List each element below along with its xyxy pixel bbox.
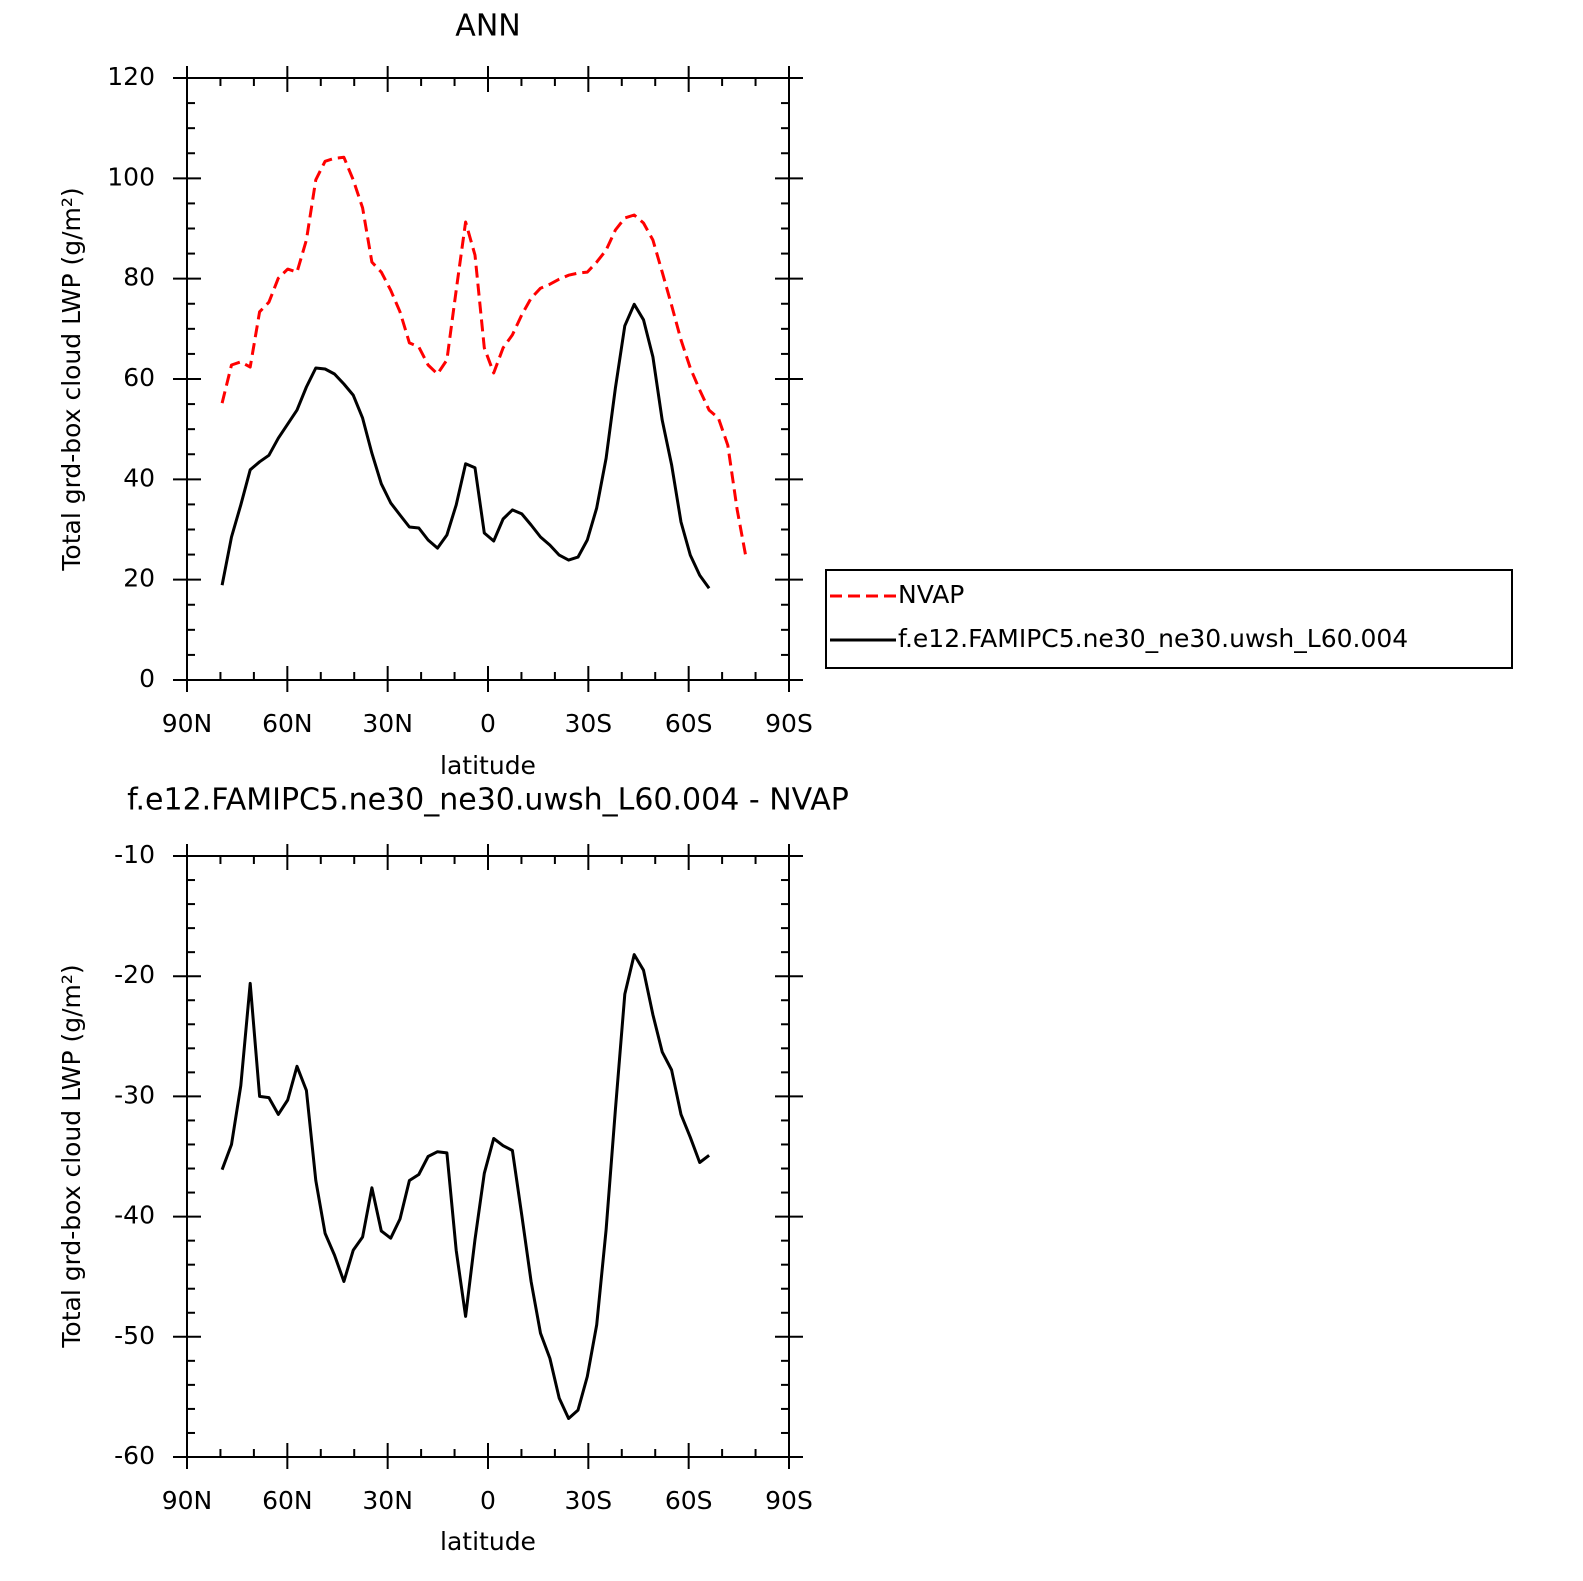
y-tick-label: 80 [123,263,155,292]
x-tick-label: 60S [665,1486,713,1515]
x-tick-label: 60N [262,1486,313,1515]
x-tick-label: 30S [564,1486,612,1515]
x-tick-label: 90S [765,1486,813,1515]
x-tick-label: 0 [480,709,496,738]
y-tick-label: 0 [139,664,155,693]
y-tick-label: -10 [114,840,155,869]
y-axis-label: Total grd-box cloud LWP (g/m²) [57,187,86,571]
y-axis-label: Total grd-box cloud LWP (g/m²) [57,964,86,1348]
x-tick-label: 60S [665,709,713,738]
y-tick-label: 100 [107,162,155,191]
y-tick-label: 60 [123,363,155,392]
y-tick-label: -30 [114,1080,155,1109]
x-tick-label: 0 [480,1486,496,1515]
x-tick-label: 60N [262,709,313,738]
y-tick-label: 120 [107,62,155,91]
data-line [220,953,711,1420]
legend-label: NVAP [898,580,964,609]
y-tick-label: -60 [114,1441,155,1470]
legend-box [825,569,1513,669]
chart-title: ANN [455,9,520,44]
y-tick-label: 20 [123,564,155,593]
x-tick-label: 90N [162,1486,213,1515]
y-tick-label: -50 [114,1321,155,1350]
x-tick-label: 30N [362,709,413,738]
y-tick-label: -40 [114,1201,155,1230]
x-tick-label: 30S [564,709,612,738]
plot-frame [186,77,790,681]
y-tick-label: -20 [114,960,155,989]
x-axis-label: latitude [440,751,536,780]
legend-label: f.e12.FAMIPC5.ne30_ne30.uwsh_L60.004 [898,624,1408,653]
x-tick-label: 90S [765,709,813,738]
data-line [220,155,748,561]
x-tick-label: 90N [162,709,213,738]
x-axis-label: latitude [440,1527,536,1556]
x-tick-label: 30N [362,1486,413,1515]
y-tick-label: 40 [123,463,155,492]
data-line [220,302,711,590]
chart-title: f.e12.FAMIPC5.ne30_ne30.uwsh_L60.004 - N… [127,783,849,818]
